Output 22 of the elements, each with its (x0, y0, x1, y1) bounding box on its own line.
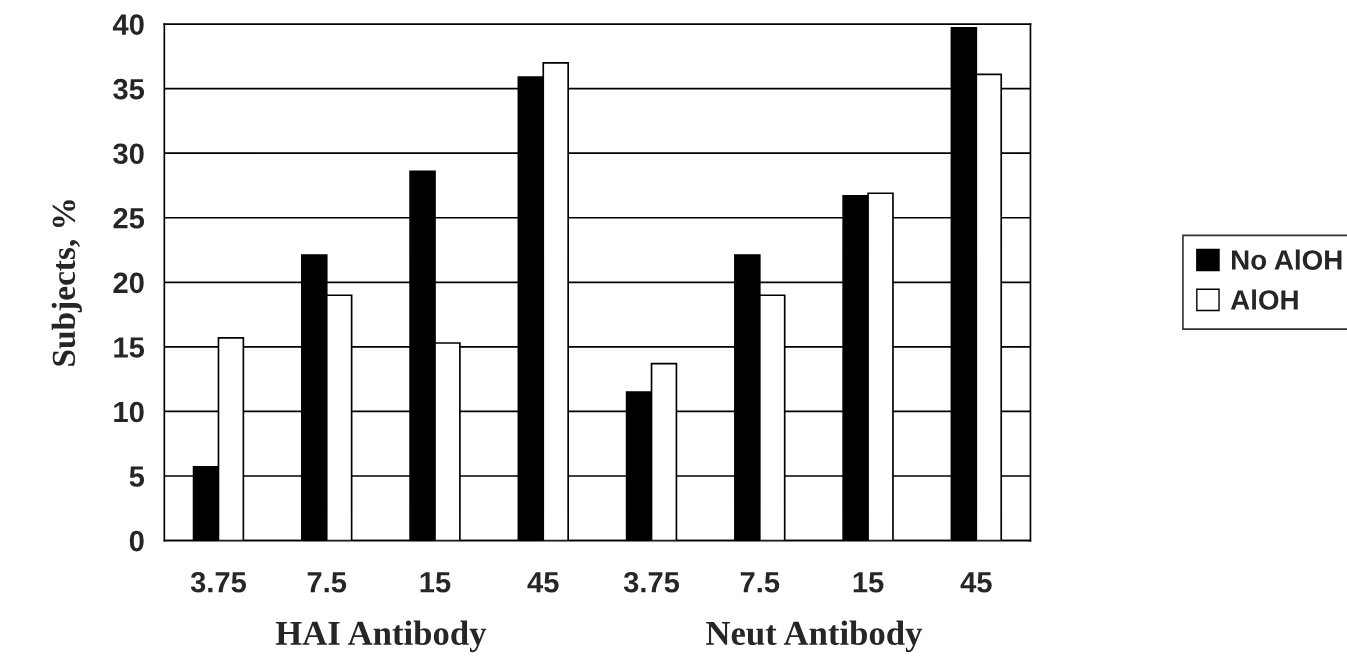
y-tick-label: 40 (112, 14, 144, 35)
legend-label: No AlOH (1232, 249, 1342, 270)
y-tick-label: 15 (114, 337, 145, 358)
y-axis-title: Subjects, % (51, 200, 82, 366)
legend-label: AlOH (1230, 289, 1298, 310)
text: HAI Antibody (275, 620, 487, 653)
x-tick-label: 3.75 (623, 571, 680, 593)
y-tick-label: 5 (129, 466, 145, 487)
x-tick-label: 15 (853, 572, 884, 593)
y-tick-label: 35 (113, 78, 145, 100)
y-tick-label: 30 (113, 143, 144, 165)
y-tick-label: 10 (114, 401, 144, 423)
x-tick-label: 15 (420, 572, 451, 593)
x-tick-label: 7.5 (307, 572, 347, 593)
text: Neut Antibody (706, 620, 923, 653)
x-tick-label: 45 (960, 572, 992, 593)
y-tick-label: 25 (113, 207, 145, 229)
x-tick-label: 45 (527, 572, 559, 593)
y-tick-label: 20 (113, 272, 144, 294)
x-tick-label: 3.75 (190, 571, 247, 593)
y-tick-label: 0 (129, 530, 144, 552)
x-tick-label: 7.5 (740, 572, 780, 593)
